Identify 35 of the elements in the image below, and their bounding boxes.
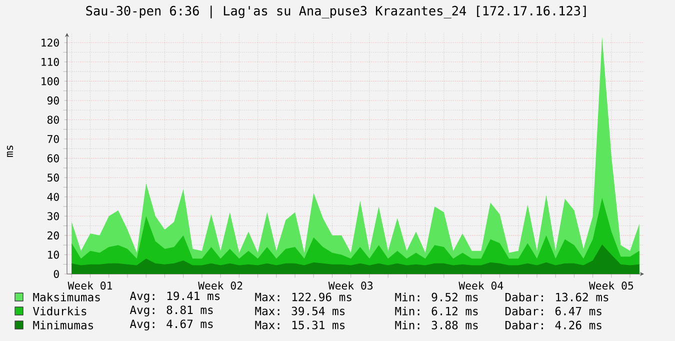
y-tick-label: 30 <box>47 212 59 220</box>
y-tick-label: 50 <box>48 174 59 182</box>
y-tick-label: 100 <box>42 77 59 86</box>
x-tick-label: Week 05 <box>588 281 634 290</box>
x-tick-label: Week 01 <box>68 281 112 290</box>
text: Dabar: 13.62 ms <box>505 292 608 302</box>
text: Avg: 8.81 ms <box>130 306 213 316</box>
x-tick-label: Week 03 <box>328 281 373 290</box>
text: Min: 9.52 ms <box>395 292 478 302</box>
text: Dabar: 4.26 ms <box>505 320 602 330</box>
y-tick-label: 120 <box>42 38 59 47</box>
y-axis-title: ms <box>6 146 14 157</box>
y-tick-label: 0 <box>54 270 59 278</box>
x-tick-label: Week 04 <box>458 281 504 290</box>
legend-label: Vidurkis <box>33 306 86 316</box>
text: Min: 3.88 ms <box>395 320 478 330</box>
y-tick-label: 40 <box>47 192 59 201</box>
y-tick-label: 70 <box>48 134 59 144</box>
text: Max: 39.54 ms <box>255 306 345 316</box>
y-tick-label: 20 <box>48 231 59 240</box>
x-tick-label: Week 02 <box>198 281 242 290</box>
chart-title: Sau-30-pen 6:36 | Lag'as su Ana_puse3 Krazantes_24 [172.17.16.123] <box>86 6 586 18</box>
text: Avg: 19.41 ms <box>130 292 220 302</box>
text: Max: 122.96 ms <box>255 292 352 302</box>
legend-label: Minimumas <box>33 320 94 330</box>
y-tick-label: 10 <box>48 250 59 259</box>
legend-label: Maksimumas <box>33 292 100 302</box>
text: Dabar: 6.47 ms <box>505 306 602 316</box>
text: Max: 15.31 ms <box>255 320 345 330</box>
y-tick-label: 80 <box>47 116 59 124</box>
y-tick-label: 110 <box>42 58 59 66</box>
text: Avg: 4.67 ms <box>130 320 213 330</box>
y-tick-label: 60 <box>47 154 59 162</box>
text: Min: 6.12 ms <box>395 306 478 316</box>
y-tick-label: 90 <box>47 96 59 104</box>
